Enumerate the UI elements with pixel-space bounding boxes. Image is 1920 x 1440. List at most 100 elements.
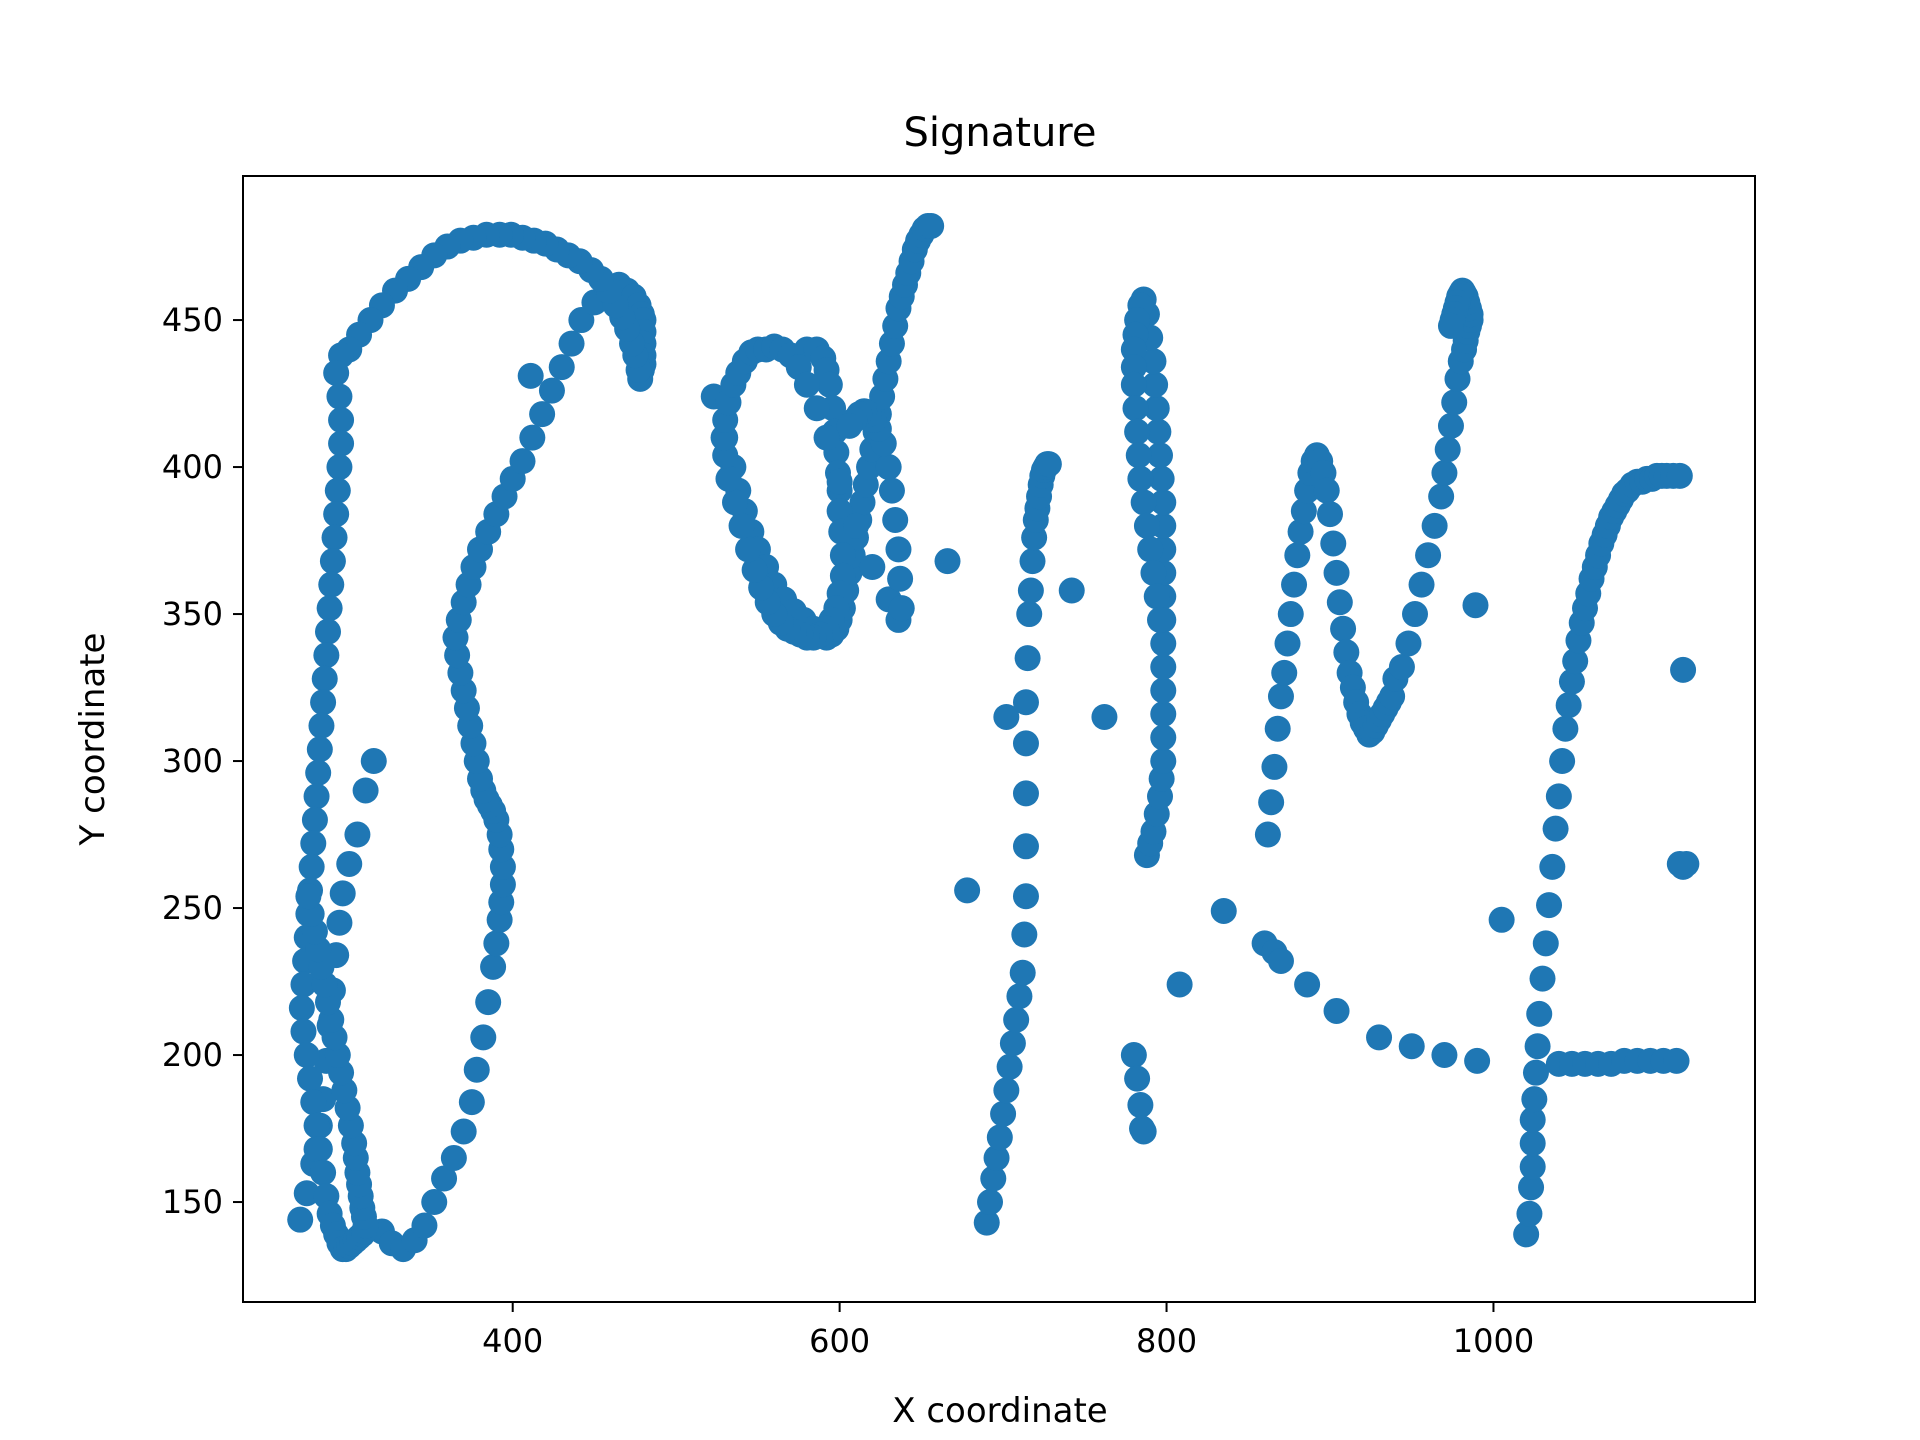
data-point xyxy=(1545,783,1572,810)
data-point xyxy=(1408,571,1435,598)
data-point xyxy=(293,1180,320,1207)
data-point xyxy=(558,330,585,357)
data-point xyxy=(1402,601,1429,628)
data-point xyxy=(1133,512,1160,539)
data-point xyxy=(306,1136,333,1163)
data-point xyxy=(1536,892,1563,919)
data-point xyxy=(329,880,356,907)
data-point xyxy=(1124,1065,1151,1092)
data-point xyxy=(973,1209,1000,1236)
data-point xyxy=(996,1053,1023,1080)
data-point xyxy=(475,989,502,1016)
data-point xyxy=(1150,653,1177,680)
data-point xyxy=(1011,921,1038,948)
data-point xyxy=(1516,1200,1543,1227)
data-point xyxy=(300,1089,327,1116)
data-point xyxy=(1431,1042,1458,1069)
x-tick-label: 400 xyxy=(482,1322,543,1360)
data-point xyxy=(878,477,905,504)
plot-frame xyxy=(242,175,1756,1303)
data-point xyxy=(1258,789,1285,816)
data-point xyxy=(318,571,345,598)
data-point xyxy=(1398,1033,1425,1060)
data-point xyxy=(293,1042,320,1069)
data-point xyxy=(1462,592,1489,619)
data-point xyxy=(328,430,355,457)
data-point xyxy=(1014,645,1041,672)
data-point xyxy=(986,1124,1013,1151)
data-point xyxy=(1120,371,1147,398)
data-point xyxy=(290,971,317,998)
data-point xyxy=(875,454,902,481)
data-point xyxy=(1271,659,1298,686)
data-point xyxy=(1012,689,1039,716)
data-point xyxy=(288,995,315,1022)
data-point xyxy=(1006,983,1033,1010)
data-point xyxy=(887,565,914,592)
data-point xyxy=(1395,630,1422,657)
data-point xyxy=(888,595,915,622)
data-point xyxy=(1017,577,1044,604)
data-point xyxy=(1558,668,1585,695)
data-point xyxy=(301,806,328,833)
data-point xyxy=(813,424,840,451)
data-point xyxy=(1562,648,1589,675)
data-point xyxy=(336,850,363,877)
data-point xyxy=(538,377,565,404)
data-point xyxy=(344,821,371,848)
data-point xyxy=(1428,483,1455,510)
data-point xyxy=(715,465,742,492)
y-tick-label: 400 xyxy=(162,448,223,486)
data-point xyxy=(1267,683,1294,710)
data-point xyxy=(305,759,332,786)
data-point xyxy=(1281,571,1308,598)
data-point xyxy=(287,1206,314,1233)
data-point xyxy=(324,477,351,504)
data-point xyxy=(1326,589,1353,616)
data-point xyxy=(1254,821,1281,848)
data-point xyxy=(1147,606,1174,633)
data-point xyxy=(977,1189,1004,1216)
data-point xyxy=(480,953,507,980)
y-tick-label: 450 xyxy=(162,301,223,339)
data-point xyxy=(548,354,575,381)
data-point xyxy=(352,777,379,804)
data-point xyxy=(1521,1086,1548,1113)
data-point xyxy=(306,736,333,763)
data-point xyxy=(1513,1221,1540,1248)
data-point xyxy=(1277,601,1304,628)
data-point xyxy=(993,1077,1020,1104)
data-point xyxy=(1150,630,1177,657)
data-point xyxy=(934,548,961,575)
data-point xyxy=(298,853,325,880)
data-point xyxy=(310,1159,337,1186)
data-point xyxy=(1012,883,1039,910)
x-tick-label: 600 xyxy=(809,1322,870,1360)
y-tick-label: 300 xyxy=(162,742,223,780)
data-point xyxy=(954,877,981,904)
data-point xyxy=(297,1065,324,1092)
data-point xyxy=(885,536,912,563)
data-point xyxy=(1210,897,1237,924)
data-point xyxy=(326,454,353,481)
y-axis-label: Y coordinate xyxy=(73,633,113,847)
data-point xyxy=(1518,1174,1545,1201)
data-point xyxy=(1421,512,1448,539)
data-point xyxy=(1519,1130,1546,1157)
data-point xyxy=(450,1118,477,1145)
data-point xyxy=(1317,501,1344,528)
data-point xyxy=(303,783,330,810)
x-axis-label: X coordinate xyxy=(892,1391,1107,1431)
data-point xyxy=(1148,465,1175,492)
data-point xyxy=(1125,442,1152,469)
data-point xyxy=(1437,412,1464,439)
data-point xyxy=(1035,451,1062,478)
data-point xyxy=(1437,312,1464,339)
data-point xyxy=(1464,1047,1491,1074)
data-point xyxy=(1284,542,1311,569)
data-point xyxy=(323,359,350,386)
data-point xyxy=(1526,1000,1553,1027)
data-point xyxy=(1140,348,1167,375)
data-point xyxy=(411,1212,438,1239)
